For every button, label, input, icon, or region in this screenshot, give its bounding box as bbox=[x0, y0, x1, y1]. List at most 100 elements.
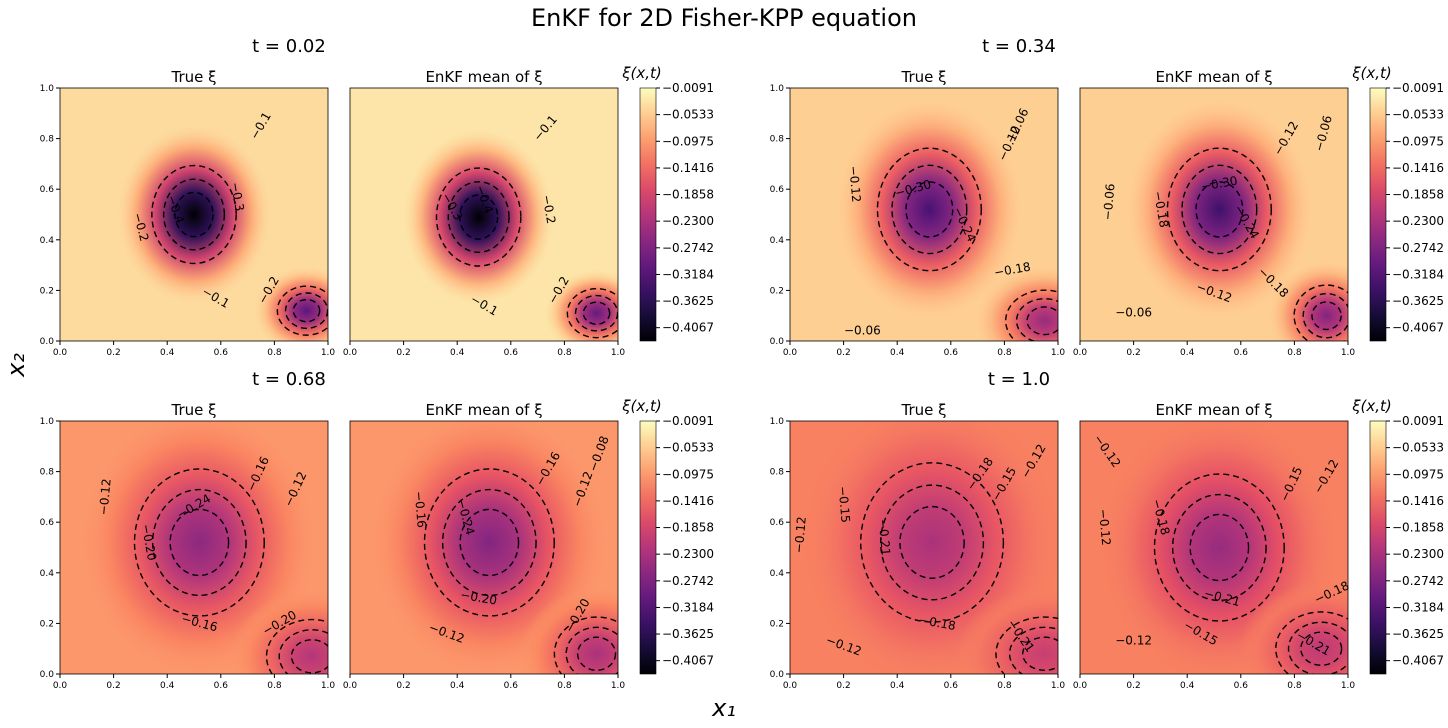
colorbar-label: ξ(x,t) bbox=[621, 64, 662, 82]
y-tick-label: 0.8 bbox=[40, 468, 55, 478]
colorbar-tick-label: −0.4067 bbox=[662, 321, 714, 335]
axes-frame bbox=[789, 420, 1059, 675]
x-tick-label: 0.0 bbox=[53, 681, 68, 691]
contour-line bbox=[1171, 493, 1267, 602]
contour-line bbox=[1311, 301, 1342, 331]
contour-line bbox=[1026, 306, 1058, 336]
contour-line bbox=[1166, 147, 1272, 272]
contour-label: −0.12 bbox=[792, 516, 809, 554]
heatmap-blob bbox=[229, 589, 328, 674]
colorbar-tick-label: −0.0975 bbox=[1392, 467, 1444, 481]
x-tick-label: 0.6 bbox=[504, 681, 519, 691]
x-tick-label: 0.6 bbox=[214, 681, 229, 691]
x-tick-label: 0.0 bbox=[1073, 348, 1088, 358]
axes-frame bbox=[789, 87, 1059, 342]
y-tick-label: 0.8 bbox=[40, 135, 55, 145]
y-tick-label: 0.8 bbox=[770, 135, 785, 145]
x-tick-label: 0.8 bbox=[557, 681, 572, 691]
x-tick-label: 0.4 bbox=[890, 681, 905, 691]
contour-line bbox=[423, 468, 555, 617]
contour-line bbox=[553, 616, 618, 674]
x-tick-label: 0.8 bbox=[997, 348, 1012, 358]
colorbar-tick-label: −0.3184 bbox=[1392, 600, 1444, 614]
contour-label: −0.12 bbox=[1115, 634, 1152, 648]
x-tick-label: 0.2 bbox=[836, 348, 850, 358]
x-tick-label: 0.8 bbox=[557, 348, 572, 358]
x-tick-label: 0.4 bbox=[160, 681, 175, 691]
contour-label: −0.16 bbox=[412, 491, 429, 529]
panel-title: EnKF mean of ξ bbox=[425, 401, 542, 419]
x-tick-label: 1.0 bbox=[1051, 348, 1066, 358]
colorbar: ξ(x,t)−0.0091 −0.0533 −0.0975 −0.1416 −0.185… bbox=[621, 397, 714, 675]
y-tick-label: 0.6 bbox=[770, 185, 785, 195]
colorbar-tick-label: −0.1858 bbox=[662, 188, 714, 202]
colorbar-label: ξ(x,t) bbox=[1351, 64, 1392, 82]
contour-line bbox=[1189, 513, 1250, 582]
colorbar-tick-label: −0.3625 bbox=[662, 294, 714, 308]
colorbar-tick-label: −0.2742 bbox=[1392, 241, 1444, 255]
heatmap-panel: EnKF mean of ξ−0.08−0.16 −0.24−0.16−0.12−… bbox=[343, 401, 626, 691]
heatmap-panel: EnKF mean of ξ−0.1−0.2−0.3 −0.4−0.1 −0.20.… bbox=[343, 68, 626, 358]
x-tick-label: 0.4 bbox=[1180, 681, 1195, 691]
contour-line bbox=[441, 488, 537, 597]
contour-label: −0.30 bbox=[1200, 174, 1239, 194]
panel-title: True ξ bbox=[171, 401, 217, 419]
heatmap-panel: True ξ−0.06−0.12−0.12 −0.30−0.24−0.18−0.0… bbox=[770, 68, 1066, 358]
x-tick-label: 0.2 bbox=[106, 681, 120, 691]
colorbar-tick-label: −0.4067 bbox=[1392, 654, 1444, 668]
contour-line bbox=[1008, 626, 1058, 674]
colorbar-tick-label: −0.0533 bbox=[1392, 108, 1444, 122]
x-tick-label: 0.0 bbox=[343, 348, 358, 358]
contour-label: −0.21 bbox=[876, 518, 893, 556]
colorbar-gradient bbox=[639, 420, 657, 675]
colorbar-tick-label: −0.1416 bbox=[662, 161, 714, 175]
axes-frame bbox=[349, 420, 619, 675]
colorbar-tick-label: −0.2300 bbox=[662, 547, 714, 561]
x-tick-label: 0.4 bbox=[1180, 348, 1195, 358]
x-tick-label: 0.2 bbox=[1126, 681, 1140, 691]
contour-label: −0.12 bbox=[96, 478, 113, 516]
y-tick-label: 0.6 bbox=[40, 185, 55, 195]
contour-line bbox=[169, 508, 230, 577]
colorbar-tick-label: −0.0091 bbox=[662, 81, 714, 95]
colorbar-tick-label: −0.2300 bbox=[1392, 547, 1444, 561]
contour-line bbox=[1022, 636, 1058, 671]
y-tick-label: 0.4 bbox=[40, 569, 55, 579]
colorbar-tick-label: −0.0091 bbox=[662, 414, 714, 428]
contour-line bbox=[899, 505, 965, 579]
colorbar-tick-label: −0.4067 bbox=[662, 654, 714, 668]
x-tick-label: 0.2 bbox=[396, 348, 410, 358]
x-tick-label: 0.6 bbox=[944, 348, 959, 358]
contour-label: −0.20 bbox=[139, 523, 159, 562]
contour-line bbox=[278, 629, 328, 674]
contour-label: −0.18 bbox=[1151, 190, 1171, 229]
y-tick-label: 0.6 bbox=[770, 518, 785, 528]
y-tick-label: 0.8 bbox=[770, 468, 785, 478]
contour-line bbox=[458, 194, 499, 240]
x-tick-label: 0.6 bbox=[504, 348, 519, 358]
heatmap-panel: True ξ−0.12−0.15−0.21−0.18−0.15−0.12−0.1… bbox=[770, 401, 1066, 691]
x-tick-label: 1.0 bbox=[321, 348, 336, 358]
x-tick-label: 0.0 bbox=[343, 681, 358, 691]
x-tick-label: 0.0 bbox=[53, 348, 68, 358]
x-axis-label: x₁ bbox=[711, 694, 736, 722]
colorbar-tick-label: −0.0091 bbox=[1392, 414, 1444, 428]
colorbar-tick-label: −0.0533 bbox=[662, 441, 714, 455]
contour-label: −0.18 bbox=[993, 260, 1032, 280]
panel-title: EnKF mean of ξ bbox=[1155, 68, 1272, 86]
x-tick-label: 0.4 bbox=[450, 348, 465, 358]
contour-label: −0.06 bbox=[1115, 306, 1152, 320]
contour-label: −0.12 bbox=[846, 165, 863, 203]
contour-line bbox=[566, 287, 618, 339]
heatmap-blob bbox=[1238, 581, 1348, 674]
colorbar-tick-label: −0.1858 bbox=[1392, 521, 1444, 535]
contour-line bbox=[1287, 621, 1348, 674]
axes-frame bbox=[349, 87, 619, 342]
colorbar-tick-label: −0.3184 bbox=[1392, 267, 1444, 281]
contour-label: −0.20 bbox=[459, 588, 498, 608]
colorbar-tick-label: −0.2742 bbox=[662, 241, 714, 255]
x-tick-label: 0.6 bbox=[214, 348, 229, 358]
contour-line bbox=[151, 488, 247, 597]
